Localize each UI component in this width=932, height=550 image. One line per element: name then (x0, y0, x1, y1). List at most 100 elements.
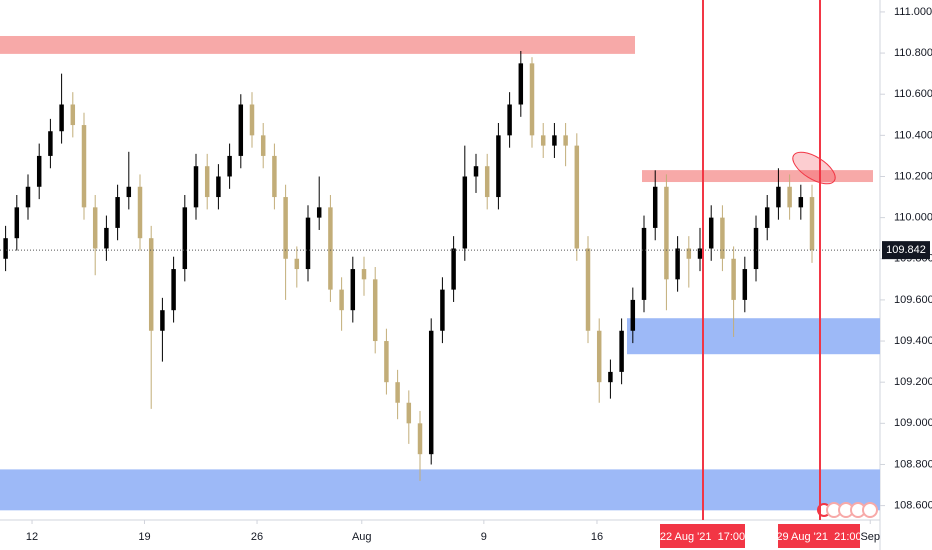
candle-body (372, 279, 378, 342)
x-tick-label: 12 (26, 531, 38, 543)
candle-body (148, 238, 154, 331)
candle-body (552, 135, 557, 146)
candle-body (249, 104, 255, 136)
candle-body (417, 423, 423, 455)
y-tick-label: 110.400 (894, 129, 932, 141)
candle-body (798, 197, 804, 208)
y-tick-label: 109.200 (894, 376, 932, 388)
candle-body (59, 104, 64, 132)
y-tick-label: 110.200 (894, 170, 932, 182)
candle-body (608, 371, 613, 383)
event-icons (817, 502, 878, 518)
candle-body (36, 155, 42, 187)
candle-body (182, 207, 188, 270)
candle-body (764, 207, 770, 228)
candle-body (193, 166, 199, 208)
y-tick-label: 108.800 (894, 458, 932, 470)
date-label: 22 Aug '21 17:00 (660, 531, 745, 543)
candle-body (440, 289, 445, 331)
y-tick-label: 111.000 (894, 6, 932, 18)
candle-body (160, 310, 165, 331)
candle-body (664, 186, 669, 280)
candle-body (406, 402, 412, 424)
candle-body (540, 135, 546, 146)
candle-body (776, 186, 781, 208)
candle-body (518, 63, 524, 105)
candle-body (3, 238, 8, 259)
candle-body (70, 104, 76, 126)
candle-body (339, 289, 344, 311)
zone (0, 469, 880, 511)
candle-body (708, 217, 714, 249)
candle-body (283, 197, 288, 259)
candle-body (384, 341, 389, 383)
candle-body (204, 166, 210, 198)
x-tick-label: 9 (481, 531, 487, 543)
last-price-label: 109.842 (886, 244, 926, 256)
candle-body (585, 248, 591, 331)
candle-body (484, 166, 490, 198)
candle-body (272, 155, 277, 198)
candle-body (686, 248, 692, 259)
date-label-box (778, 524, 860, 548)
candle-body (92, 207, 98, 249)
candle-body (574, 145, 580, 249)
highlight-ellipse (792, 151, 836, 185)
zone (627, 318, 880, 355)
candle-body (305, 217, 311, 270)
candle-body (137, 186, 143, 239)
candle-body (115, 197, 120, 228)
candle-body (48, 131, 53, 156)
candle-body (652, 186, 658, 228)
y-tick-label: 110.000 (894, 212, 932, 224)
candle-body (675, 248, 680, 280)
candle-body (428, 330, 434, 455)
y-tick-label: 110.600 (894, 88, 932, 100)
candle-body (14, 207, 20, 239)
candle-body (462, 176, 468, 249)
candle-body (260, 135, 266, 156)
candle-body (596, 330, 602, 383)
candle-body (350, 269, 356, 311)
candle-body (451, 248, 456, 290)
y-tick-label: 109.400 (894, 335, 932, 347)
candle-body (216, 176, 221, 198)
candle-body (809, 197, 815, 251)
candle-body (25, 186, 31, 208)
candle-body (742, 269, 748, 300)
candle-body (395, 382, 400, 403)
zone (0, 35, 635, 54)
zone (642, 170, 873, 183)
candle-body (328, 207, 333, 290)
candle-body (720, 217, 725, 259)
candle-body (787, 186, 792, 208)
candle-body (294, 258, 300, 270)
candle-body (697, 248, 703, 259)
candle-body (630, 299, 636, 331)
candle-body (731, 258, 736, 300)
y-tick-label: 109.600 (894, 294, 932, 306)
candle-body (316, 207, 322, 218)
candle-body (361, 269, 367, 280)
candle-body (641, 227, 647, 300)
candle-body (563, 135, 568, 146)
date-label-box (660, 524, 745, 548)
x-tick-label: Sep (860, 531, 880, 543)
date-label: 29 Aug '21 21:00 (776, 531, 861, 543)
candle-body (104, 227, 109, 249)
y-tick-label: 109.000 (894, 417, 932, 429)
x-tick-label: 16 (591, 531, 603, 543)
candle-body (171, 269, 176, 311)
candle-body (227, 155, 232, 177)
event-icon[interactable] (862, 502, 878, 518)
x-tick-label: Aug (352, 531, 372, 543)
candle-body (238, 104, 244, 156)
x-tick-label: 19 (138, 531, 150, 543)
candle-body (619, 330, 624, 372)
last-price-box (882, 241, 930, 260)
candle-body (529, 63, 535, 136)
candle-body (81, 125, 87, 208)
candle-body (753, 227, 759, 270)
x-tick-label: 26 (251, 531, 263, 543)
